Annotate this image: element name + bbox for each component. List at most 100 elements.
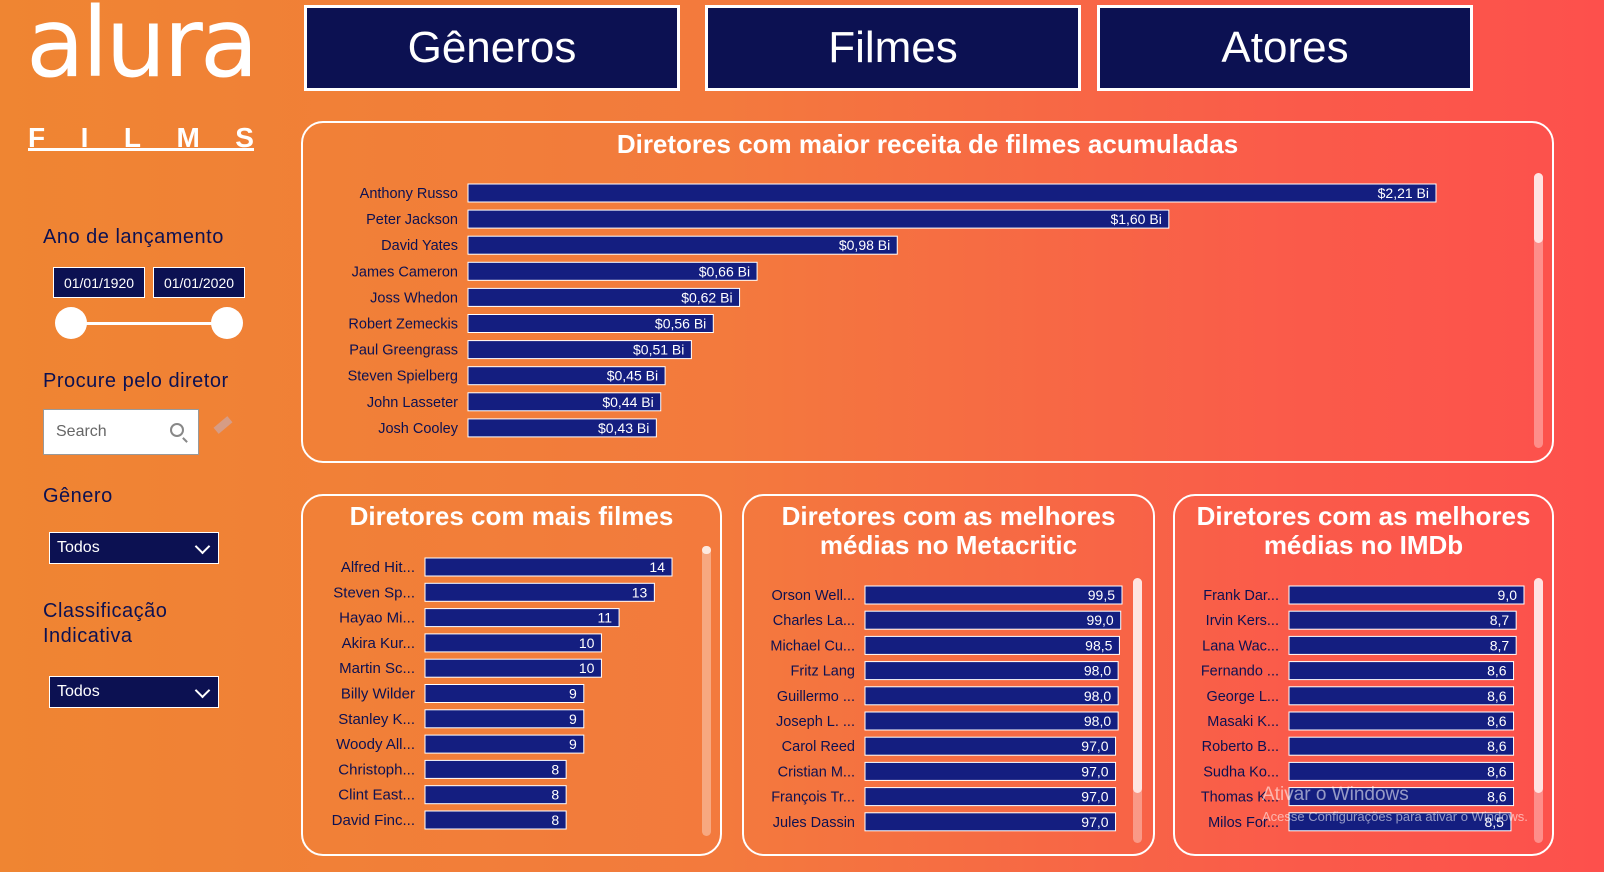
value-label: 11 (598, 610, 613, 626)
revenue-chart-scrollbar[interactable] (1534, 173, 1543, 448)
logo-letter: S (235, 122, 254, 153)
bar[interactable] (424, 734, 585, 754)
bar[interactable] (424, 608, 620, 628)
bar[interactable] (864, 661, 1119, 681)
scrollbar-thumb[interactable] (702, 546, 711, 554)
scrollbar-thumb[interactable] (1534, 578, 1543, 793)
bar[interactable] (424, 810, 567, 830)
category-label: Paul Greengrass (349, 343, 458, 359)
bar[interactable] (864, 761, 1117, 781)
bar[interactable] (467, 366, 666, 386)
value-label: 8,6 (1487, 688, 1507, 704)
bar[interactable] (1288, 610, 1517, 630)
category-label: Joseph L. ... (776, 714, 855, 730)
category-label: Hayao Mi... (339, 610, 415, 627)
value-label: $0,56 Bi (655, 316, 706, 332)
bar[interactable] (467, 235, 898, 255)
eraser-icon[interactable] (213, 416, 233, 434)
year-slider-track[interactable] (70, 322, 230, 325)
bar[interactable] (1288, 686, 1515, 706)
rating-dropdown[interactable]: Todos (49, 676, 219, 708)
year-filter-label: Ano de lançamento (43, 226, 224, 248)
most-films-title: Diretores com mais filmes (349, 501, 674, 531)
category-label: Fritz Lang (791, 664, 855, 680)
bar[interactable] (864, 812, 1117, 832)
bar[interactable] (1288, 585, 1525, 605)
search-icon[interactable] (170, 423, 184, 437)
bar[interactable] (864, 736, 1117, 756)
most-films-scrollbar[interactable] (702, 546, 711, 836)
logo-letter: F (28, 122, 46, 153)
bar[interactable] (1288, 812, 1512, 832)
windows-activation-watermark: Ativar o Windows (1262, 784, 1409, 805)
year-slider-end-handle[interactable] (211, 307, 243, 339)
bar[interactable] (467, 287, 741, 307)
chevron-down-icon (194, 682, 211, 699)
genre-dropdown[interactable]: Todos (49, 532, 219, 564)
bar[interactable] (424, 658, 602, 678)
bar[interactable] (467, 418, 657, 438)
category-label: Cristian M... (778, 764, 855, 780)
logo-letter: M (176, 122, 200, 153)
bar[interactable] (864, 787, 1117, 807)
bar[interactable] (424, 759, 567, 779)
bar[interactable] (1288, 661, 1515, 681)
revenue-chart-panel: Diretores com maior receita de filmes ac… (301, 121, 1554, 463)
value-label: 98,0 (1084, 713, 1111, 729)
bar[interactable] (467, 209, 1170, 229)
bar[interactable] (1288, 711, 1515, 731)
category-label: Robert Zemeckis (348, 317, 458, 333)
imdb-scrollbar[interactable] (1534, 578, 1543, 843)
scrollbar-thumb[interactable] (1133, 578, 1142, 793)
year-slider-start-handle[interactable] (55, 307, 87, 339)
value-label: 9 (569, 736, 577, 752)
metacritic-scrollbar[interactable] (1133, 578, 1142, 843)
bar[interactable] (1288, 761, 1515, 781)
date-end-input[interactable]: 01/01/2020 (153, 267, 245, 298)
rating-filter-label-line1: Classificação (43, 600, 168, 622)
category-label: David Finc... (332, 812, 415, 829)
bar[interactable] (864, 686, 1119, 706)
metacritic-bar-chart: Orson Well... 99,5 Charles La... 99,0 Michae… (770, 585, 1123, 832)
bar[interactable] (1288, 635, 1517, 655)
bar[interactable] (467, 183, 1437, 203)
bar[interactable] (1288, 736, 1515, 756)
bar[interactable] (424, 684, 585, 703)
bar[interactable] (864, 585, 1123, 605)
director-search-label: Procure pelo diretor (43, 370, 229, 392)
search-placeholder: Search (56, 423, 107, 440)
value-label: $0,45 Bi (607, 368, 658, 384)
nav-atores-button[interactable]: Atores (1097, 5, 1473, 91)
bar[interactable] (864, 635, 1120, 655)
nav-filmes-button[interactable]: Filmes (705, 5, 1081, 91)
nav-generos-button[interactable]: Gêneros (304, 5, 680, 91)
imdb-title-line1: Diretores com as melhores (1196, 501, 1531, 531)
bar[interactable] (1288, 787, 1515, 807)
bar[interactable] (467, 261, 758, 281)
value-label: $2,21 Bi (1378, 185, 1429, 201)
bar[interactable] (467, 314, 714, 333)
imdb-bar-chart: Frank Dar... 9,0 Irvin Kers... 8,7 Lana Wac.… (1201, 585, 1525, 832)
scrollbar-thumb[interactable] (1534, 173, 1543, 243)
bar[interactable] (467, 340, 692, 360)
category-label: Billy Wilder (341, 686, 415, 703)
bar[interactable] (864, 610, 1122, 630)
bar[interactable] (424, 785, 567, 805)
value-label: 98,5 (1085, 637, 1112, 653)
bar[interactable] (864, 711, 1119, 731)
bar[interactable] (424, 557, 673, 577)
value-label: $1,60 Bi (1110, 211, 1161, 227)
category-label: James Cameron (352, 264, 458, 280)
category-label: Lana Wac... (1202, 638, 1279, 654)
value-label: 13 (632, 584, 648, 600)
category-label: Roberto B... (1202, 739, 1279, 755)
director-search-input[interactable]: Search (43, 409, 199, 455)
bar[interactable] (424, 582, 655, 602)
value-label: $0,43 Bi (598, 420, 649, 436)
value-label: $0,44 Bi (602, 394, 653, 410)
bar[interactable] (467, 392, 662, 412)
bar[interactable] (424, 709, 585, 729)
date-start-input[interactable]: 01/01/1920 (53, 267, 145, 298)
value-label: 10 (579, 635, 595, 651)
bar[interactable] (424, 633, 602, 653)
